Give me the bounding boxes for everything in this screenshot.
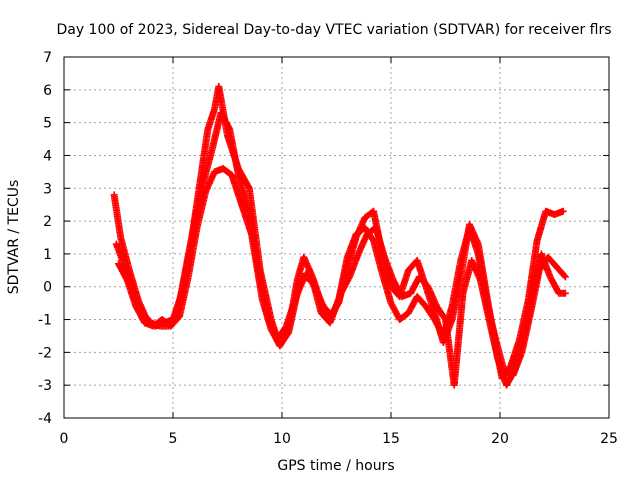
x-axis-label: GPS time / hours [277, 458, 394, 474]
data-point [561, 273, 569, 281]
x-tick-label: 15 [382, 431, 400, 447]
chart-title: Day 100 of 2023, Sidereal Day-to-day VTE… [56, 22, 611, 38]
data-point [561, 289, 569, 297]
data-point [560, 272, 568, 280]
y-tick-label: 7 [43, 50, 52, 66]
x-tick-label: 10 [273, 431, 291, 447]
x-tick-label: 25 [600, 431, 618, 447]
y-tick-label: 4 [43, 148, 52, 164]
data-points [110, 83, 569, 389]
gridlines [64, 57, 609, 418]
y-tick-label: -3 [38, 378, 52, 394]
y-tick-label: 1 [43, 247, 52, 263]
y-tick-label: 2 [43, 214, 52, 230]
y-tick-label: -2 [38, 345, 52, 361]
series-track-3 [115, 165, 569, 389]
data-point [284, 330, 292, 338]
y-tick-label: -1 [38, 313, 52, 329]
x-tick-label: 20 [491, 431, 509, 447]
y-tick-label: 6 [43, 83, 52, 99]
y-tick-label: 5 [43, 116, 52, 132]
x-tick-labels: 0 5 10 15 20 25 [60, 431, 618, 447]
x-tick-label: 0 [60, 431, 69, 447]
data-point [441, 314, 449, 322]
y-tick-label: -4 [38, 411, 52, 427]
data-point [244, 183, 252, 191]
y-tick-label: 0 [43, 280, 52, 296]
y-tick-label: 3 [43, 181, 52, 197]
data-point [369, 235, 377, 243]
x-tick-label: 5 [169, 431, 178, 447]
y-axis-label: SDTVAR / TECUs [6, 180, 22, 295]
y-tick-labels: -4 -3 -2 -1 0 1 2 3 4 5 6 7 [38, 50, 52, 427]
axis-ticks [63, 56, 610, 419]
data-point [559, 207, 567, 215]
plot-frame [63, 56, 610, 419]
